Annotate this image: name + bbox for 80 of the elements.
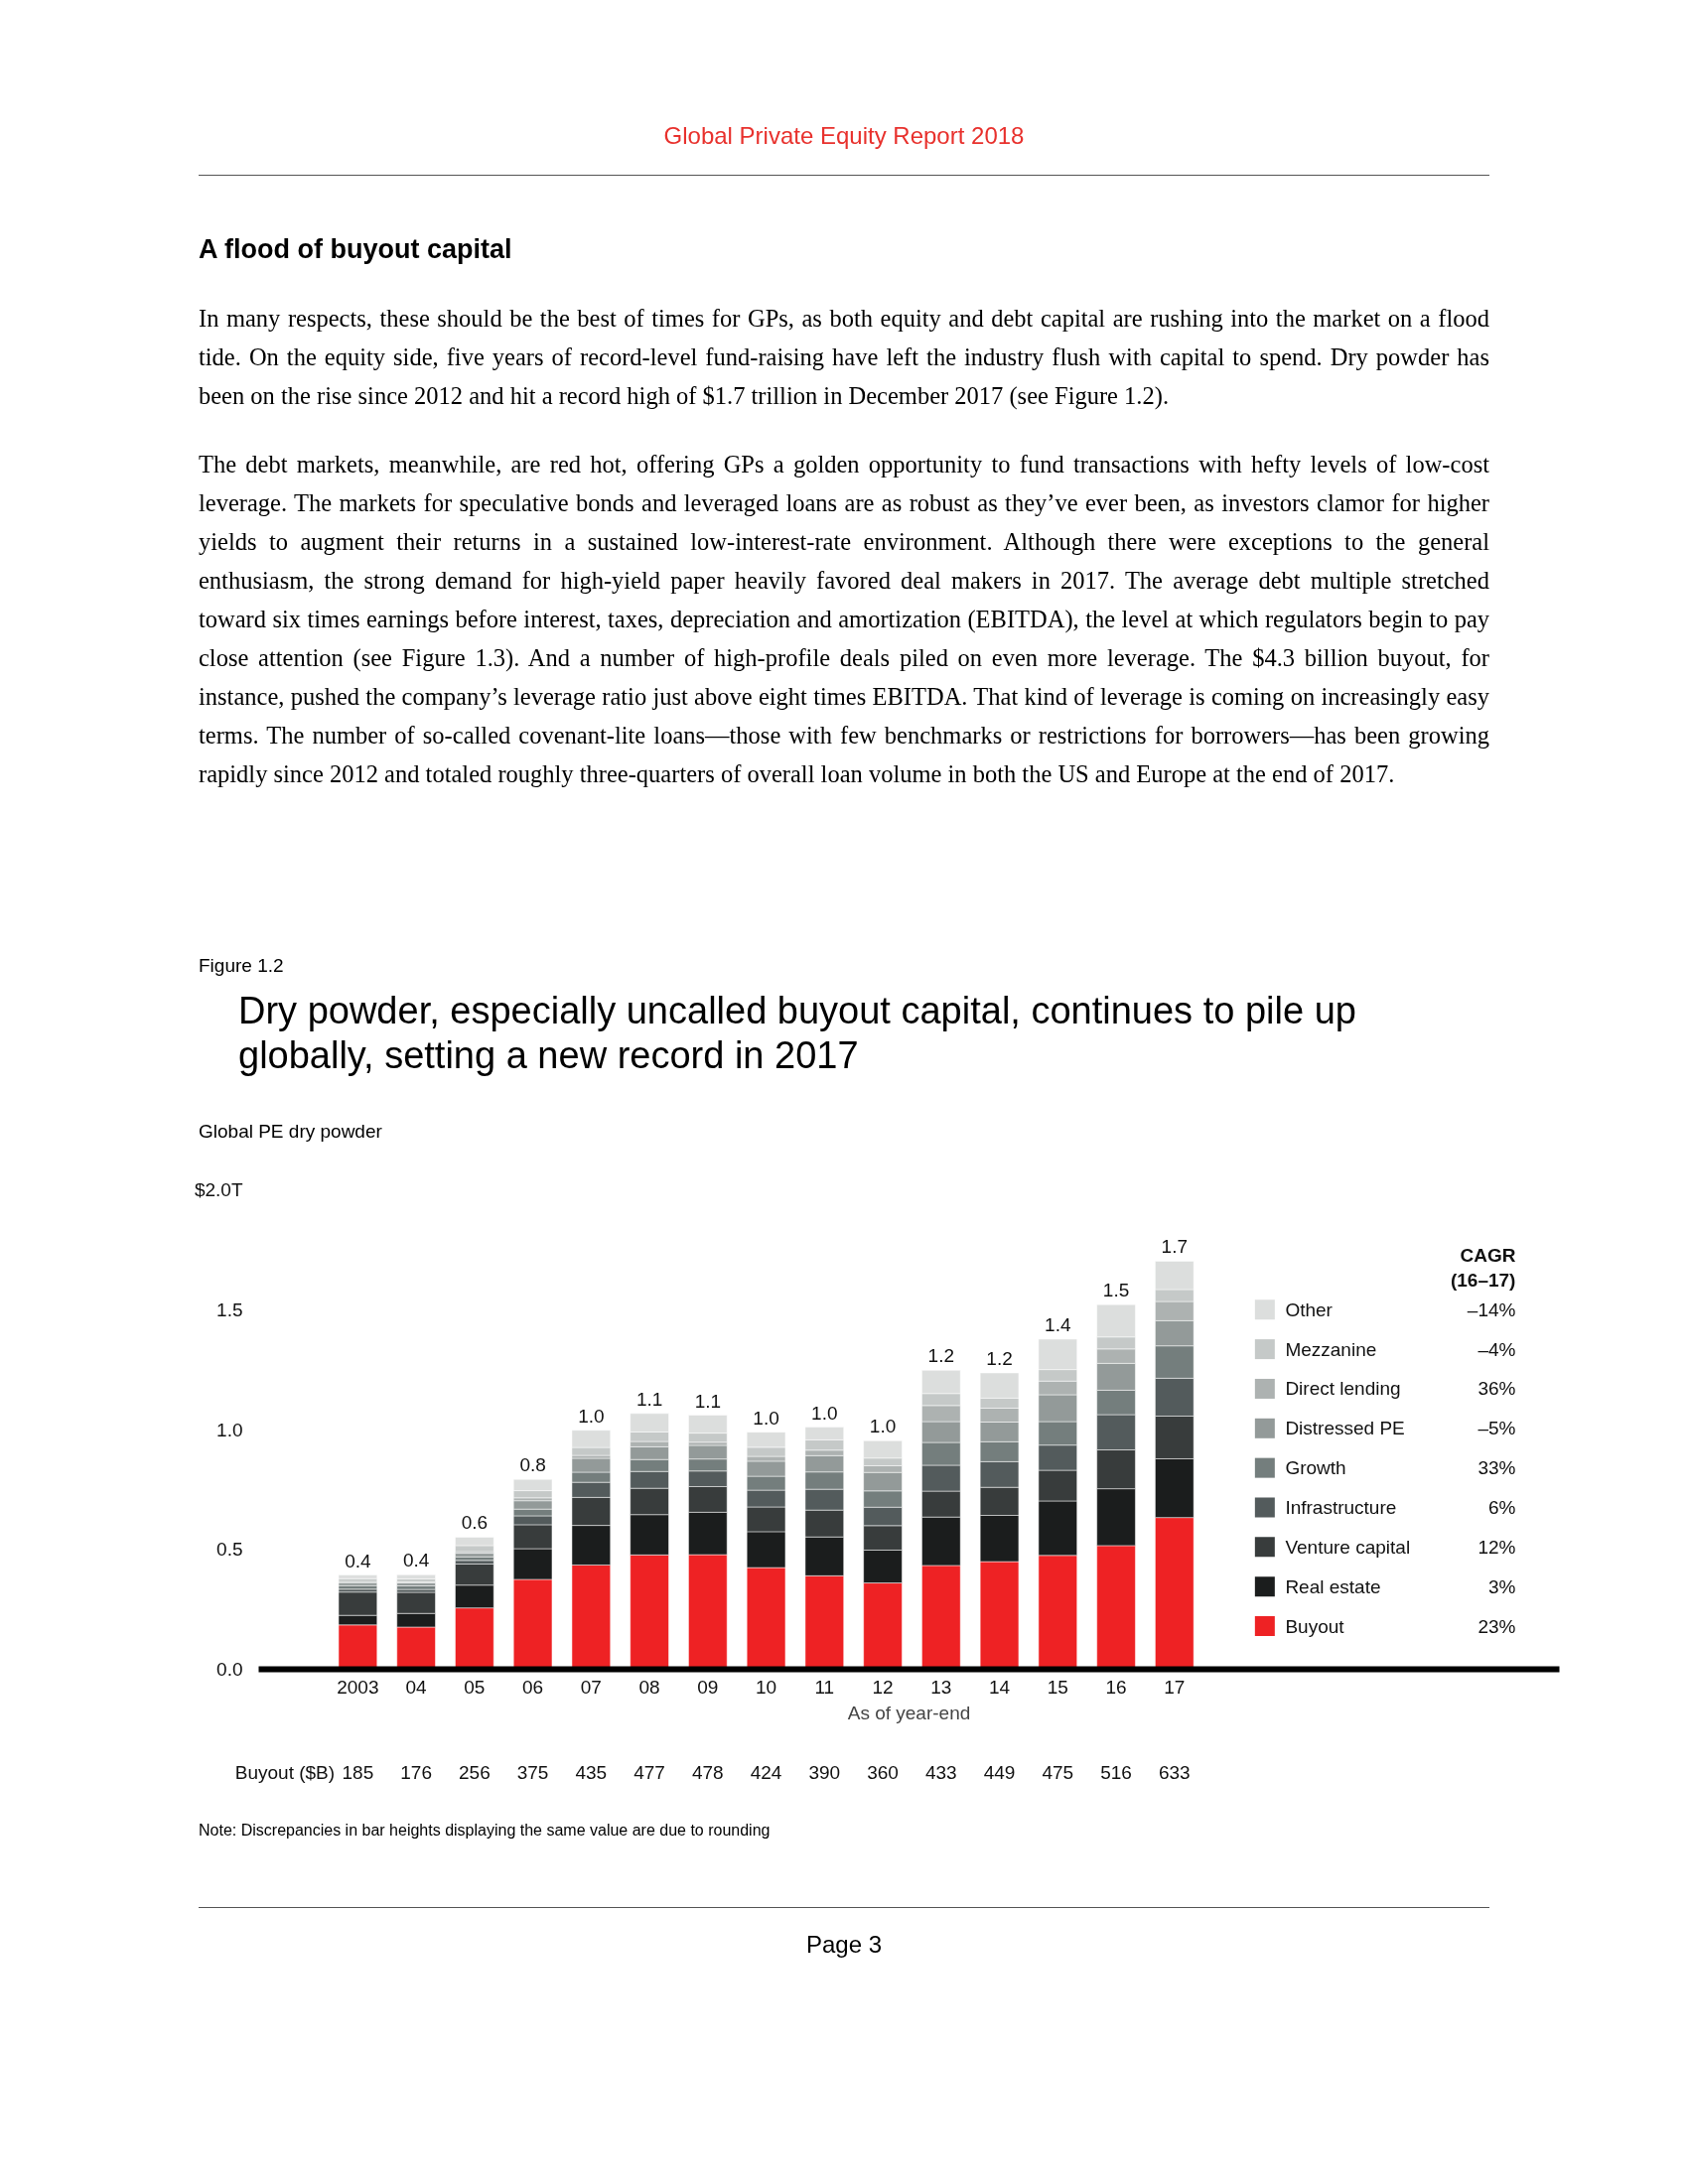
legend-label: Infrastructure: [1285, 1497, 1397, 1519]
text: 435: [575, 1761, 608, 1783]
text: 360: [867, 1761, 899, 1783]
text: 633: [1158, 1761, 1191, 1783]
legend-label: Real estate: [1285, 1575, 1381, 1597]
total-label: 1.2: [927, 1345, 955, 1367]
text: 424: [750, 1761, 782, 1783]
text: 375: [516, 1761, 549, 1783]
text: 3%: [1487, 1575, 1516, 1597]
total-label: 1.1: [694, 1390, 722, 1412]
x-tick-label: 13: [930, 1676, 952, 1698]
x-tick-label: 05: [464, 1676, 486, 1698]
x-tick-label: 06: [522, 1676, 544, 1698]
chart-subtitle: Figure 1.2: [199, 953, 284, 978]
legend-label: Mezzanine: [1285, 1338, 1377, 1360]
text: 516: [1100, 1761, 1132, 1783]
x-tick-label: 09: [697, 1676, 719, 1698]
text: 475: [1042, 1761, 1074, 1783]
total-label: 0.4: [345, 1550, 371, 1571]
x-tick-label: 10: [756, 1676, 777, 1698]
total-label: 1.7: [1161, 1236, 1188, 1258]
x-tick-label: 15: [1047, 1676, 1068, 1698]
text: Page 3: [805, 1929, 883, 1960]
total-label: 1.0: [578, 1405, 605, 1427]
y-tick-label: $2.0T: [194, 1179, 243, 1201]
text: 185: [342, 1761, 374, 1783]
y-tick-label: 0.0: [216, 1659, 243, 1681]
text: 12%: [1477, 1536, 1516, 1558]
x-tick-label: 08: [638, 1676, 660, 1698]
text: Global Private Equity Report 2018: [663, 121, 1025, 151]
total-label: 1.2: [986, 1348, 1013, 1370]
x-axis-title: As of year-end: [847, 1702, 971, 1723]
legend-label: Venture capital: [1285, 1536, 1411, 1558]
text: Buyout ($B): [234, 1761, 336, 1783]
x-tick-label: 04: [405, 1676, 428, 1698]
text: 449: [983, 1761, 1016, 1783]
legend-label: Direct lending: [1285, 1378, 1401, 1400]
text: 256: [459, 1761, 491, 1783]
x-tick-label: 12: [872, 1676, 894, 1698]
total-label: 0.6: [461, 1512, 489, 1534]
total-label: 0.4: [402, 1550, 430, 1571]
total-label: 1.0: [753, 1407, 779, 1429]
text: –5%: [1477, 1418, 1516, 1439]
total-label: 1.0: [811, 1402, 838, 1424]
x-tick-label: 07: [580, 1676, 602, 1698]
y-tick-label: 1.5: [216, 1298, 243, 1320]
text: 433: [924, 1761, 957, 1783]
text: 176: [400, 1761, 432, 1783]
text: –4%: [1477, 1338, 1516, 1360]
legend-label: Distressed PE: [1285, 1418, 1405, 1439]
x-tick-label: 2003: [337, 1676, 379, 1698]
text: 36%: [1477, 1378, 1516, 1400]
x-tick-label: 17: [1164, 1676, 1186, 1698]
text: Note: Discrepancies in bar heights displaying the same value are due to rounding: [199, 1821, 771, 1842]
legend-label: Other: [1285, 1298, 1334, 1320]
text: The debt markets, meanwhile, are red hot, offering GPs a golden opportunity to fund transactions with hefty levels of low-cost leverage. The markets for speculative bonds and leveraged loans are as robust as they’ve ever been, as investors clamor for higher yields to augment their returns in a sustained low-interest-rate environment. Although there were exceptions to the general enthusiasm, the strong demand for high-yield paper heavily favored deal makers in 2017. The average debt multiple stretched toward six times earnings before interest, taxes, depreciation and amortization (EBITDA), the level at which regulators begin to pay close attention (see Figure 1.3). And a number of high-profile deals piled on even more leverage. The $4.3 billion buyout, for instance, pushed the company’s leverage ratio just above eight times EBITDA. That kind of leverage is coming on increasingly easy terms. The number of so-called covenant-lite loans—those with few benchmarks or restrictions for borrowers—has been growing rapidly since 2012 and totaled roughly three-quarters of overall loan volume in both the US and Europe at the end of 2017.: [199, 450, 1489, 787]
x-tick-label: 16: [1105, 1676, 1127, 1698]
y-tick-label: 1.0: [216, 1419, 243, 1440]
x-tick-label: 14: [988, 1676, 1011, 1698]
total-label: 1.1: [635, 1388, 663, 1410]
text: 477: [633, 1761, 665, 1783]
y-axis-title: Global PE dry powder: [199, 1120, 382, 1144]
text: 390: [808, 1761, 841, 1783]
y-tick-label: 0.5: [216, 1539, 243, 1561]
total-label: 1.5: [1102, 1280, 1130, 1301]
legend-label: Buyout: [1285, 1615, 1345, 1637]
text: –14%: [1467, 1298, 1516, 1320]
x-tick-label: 11: [814, 1676, 835, 1698]
chart-title: Dry powder, especially uncalled buyout capital, continues to pile up globally, setting a new record in 2017: [238, 989, 1357, 1078]
total-label: 0.8: [519, 1454, 546, 1476]
legend-label: Growth: [1285, 1457, 1346, 1479]
text: 478: [691, 1761, 724, 1783]
text: 6%: [1487, 1497, 1516, 1519]
text: 23%: [1477, 1615, 1516, 1637]
text: A flood of buyout capital: [199, 233, 512, 267]
text: In many respects, these should be the best of times for GPs, as both equity and debt capital are rushing into the market on a flood tide. On the equity side, five years of record-level fund-raising have left the industry flush with capital to spend. Dry powder has been on the rise since 2012 and hit a record high of $1.7 trillion in December 2017 (see Figure 1.2).: [199, 303, 1489, 412]
total-label: 1.4: [1045, 1314, 1071, 1336]
total-label: 1.0: [869, 1416, 897, 1437]
legend-title: CAGR (16–17): [1450, 1244, 1516, 1292]
text: 33%: [1477, 1457, 1516, 1479]
